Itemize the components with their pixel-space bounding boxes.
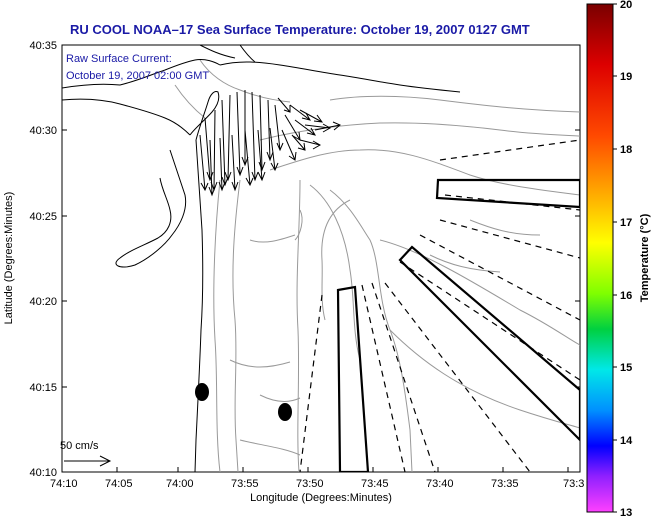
y-tick-label: 40:35 xyxy=(29,40,57,52)
x-tick-label: 74:00 xyxy=(166,478,194,490)
plot-area xyxy=(61,44,581,473)
colorbar-tick-label: 19 xyxy=(620,71,632,83)
temperature-colorbar xyxy=(586,3,614,513)
x-axis-label: Longitude (Degrees:Minutes) xyxy=(250,492,392,504)
marker-ellipse xyxy=(195,383,209,401)
bathymetry-contours xyxy=(174,59,580,472)
x-tick-label: 73:55 xyxy=(231,478,259,490)
marker-ellipse xyxy=(278,403,292,421)
radial-dashed-lines xyxy=(299,139,580,472)
current-vectors xyxy=(199,90,341,197)
x-tick-label: 73:3 xyxy=(563,478,584,490)
current-note-line2: October 19, 2007 02:00 GMT xyxy=(66,70,209,82)
colorbar-tick-label: 18 xyxy=(620,144,632,156)
colorbar-tick-label: 15 xyxy=(620,362,632,374)
map-title: RU COOL NOAA–17 Sea Surface Temperature:… xyxy=(70,22,530,37)
y-tick-label: 40:20 xyxy=(29,296,57,308)
current-note-line1: Raw Surface Current: xyxy=(66,53,172,65)
y-tick-label: 40:30 xyxy=(29,125,57,137)
scale-label: 50 cm/s xyxy=(60,440,99,452)
y-tick-label: 40:10 xyxy=(29,467,57,479)
x-tick-label: 73:45 xyxy=(361,478,389,490)
colorbar-tick-label: 17 xyxy=(620,217,632,229)
colorbar-tick-label: 13 xyxy=(620,507,632,518)
colorbar-tick-label: 20 xyxy=(620,0,632,11)
outlined-wedges xyxy=(336,178,580,472)
x-tick-label: 73:35 xyxy=(491,478,519,490)
x-tick-label: 74:05 xyxy=(105,478,133,490)
colorbar-tick-marks xyxy=(613,3,617,513)
colorbar-tick-label: 16 xyxy=(620,290,632,302)
colorbar-tick-label: 14 xyxy=(620,435,633,447)
y-tick-marks xyxy=(62,44,580,473)
x-tick-marks xyxy=(61,467,569,472)
y-tick-label: 40:25 xyxy=(29,211,57,223)
x-tick-label: 73:50 xyxy=(296,478,324,490)
map-content xyxy=(62,45,580,472)
y-tick-label: 40:15 xyxy=(29,382,57,394)
y-axis-label: Latitude (Degrees:Minutes) xyxy=(3,192,15,325)
colorbar-label: Temperature (°C) xyxy=(639,213,651,302)
x-tick-label: 74:10 xyxy=(50,478,78,490)
x-tick-label: 73:40 xyxy=(426,478,454,490)
scale-arrow xyxy=(64,455,112,467)
